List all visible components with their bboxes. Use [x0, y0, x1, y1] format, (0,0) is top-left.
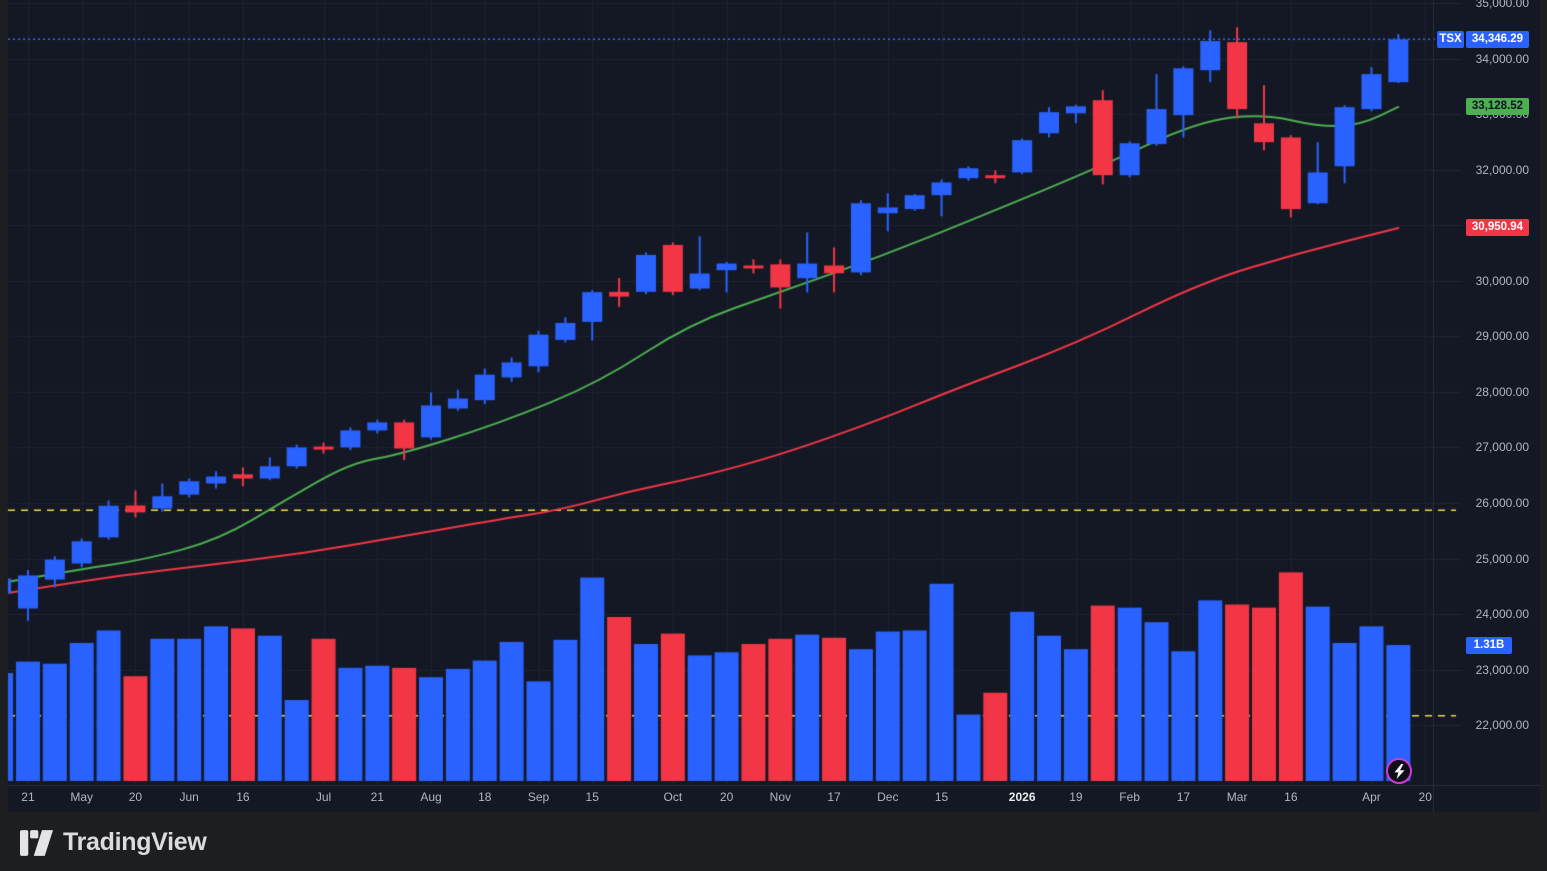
flash-button[interactable] [1386, 758, 1412, 784]
lightning-bolt-icon [1393, 763, 1405, 779]
